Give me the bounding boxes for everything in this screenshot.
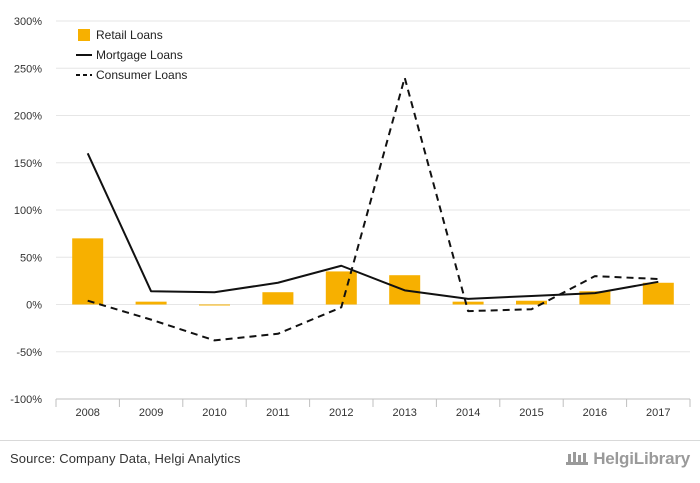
x-tick-label: 2013 <box>392 407 416 419</box>
y-tick-label: 300% <box>14 16 42 28</box>
bar-2009[interactable] <box>135 301 167 305</box>
x-tick-label: 2015 <box>519 407 543 419</box>
line-mortgage-loans[interactable] <box>86 152 659 300</box>
bar-2014[interactable] <box>452 301 484 305</box>
y-tick-label: -100% <box>10 394 42 406</box>
source-note: Source: Company Data, Helgi Analytics <box>10 451 241 466</box>
y-tick-label: 100% <box>14 205 42 217</box>
bar-2016[interactable] <box>579 291 611 305</box>
y-tick-label: 250% <box>14 63 42 75</box>
x-tick-label: 2009 <box>139 407 163 419</box>
bar-2017[interactable] <box>642 282 674 305</box>
legend-label: Retail Loans <box>96 28 163 42</box>
legend-label: Consumer Loans <box>96 68 187 82</box>
bar-2011[interactable] <box>262 292 294 305</box>
legend-label: Mortgage Loans <box>96 48 183 62</box>
footer: Source: Company Data, Helgi Analytics He… <box>0 440 700 483</box>
y-tick-label: 50% <box>20 252 42 264</box>
bar-2008[interactable] <box>72 238 104 305</box>
x-tick-label: 2014 <box>456 407 480 419</box>
line-series <box>86 76 659 342</box>
bar-2010[interactable] <box>199 304 230 306</box>
legend-item-mortgage-loans[interactable]: Mortgage Loans <box>76 48 183 62</box>
legend-item-consumer-loans[interactable]: Consumer Loans <box>76 68 187 82</box>
x-tick-label: 2011 <box>266 407 290 419</box>
x-axis: 2008 2009 2010 2011 2012 2013 2014 2015 2016 2017 <box>55 398 691 419</box>
bar-2012[interactable] <box>325 271 357 305</box>
library-icon <box>566 452 589 465</box>
legend: Retail Loans Mortgage Loans Consumer Loans <box>76 28 187 82</box>
y-axis: -100% -50% 0% 50% 100% 150% 200% 250% 300% <box>10 16 42 406</box>
y-tick-label: 0% <box>26 300 42 312</box>
y-tick-label: 200% <box>14 111 42 123</box>
y-tick-label: 150% <box>14 158 42 170</box>
x-tick-label: 2008 <box>75 407 99 419</box>
x-tick-label: 2010 <box>202 407 226 419</box>
y-tick-label: -50% <box>16 347 42 359</box>
legend-swatch <box>78 29 90 41</box>
line-consumer-loans[interactable] <box>87 76 659 342</box>
x-tick-label: 2017 <box>646 407 670 419</box>
bar-2015[interactable] <box>516 300 547 305</box>
brand-logo[interactable]: HelgiLibrary <box>565 449 690 469</box>
brand-name: HelgiLibrary <box>593 449 690 468</box>
x-tick-label: 2016 <box>583 407 607 419</box>
x-tick-label: 2012 <box>329 407 353 419</box>
chart-svg: -100%-50%0%50%100%150%200%250%300% 2008 2… <box>10 16 691 419</box>
legend-item-retail-loans[interactable]: Retail Loans <box>78 28 163 42</box>
bar-series <box>72 238 674 306</box>
